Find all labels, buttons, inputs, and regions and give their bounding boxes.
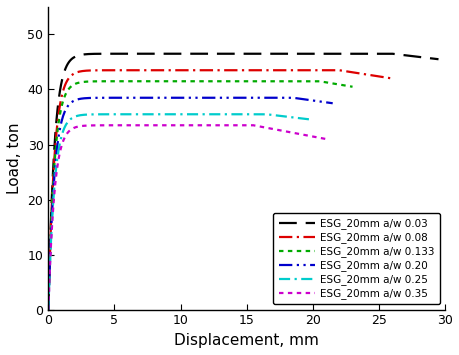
- ESG_20mm a/w 0.35: [45, 307, 51, 312]
- Line: ESG_20mm a/w 0.03: ESG_20mm a/w 0.03: [48, 54, 437, 310]
- ESG_20mm a/w 0.20: [316, 99, 322, 104]
- ESG_20mm a/w 0.08: [54, 124, 60, 128]
- ESG_20mm a/w 0.08: [64, 79, 69, 83]
- ESG_20mm a/w 0.133: [338, 83, 344, 87]
- ESG_20mm a/w 0.03: [56, 97, 62, 102]
- ESG_20mm a/w 0.25: [59, 132, 65, 136]
- Line: ESG_20mm a/w 0.25: ESG_20mm a/w 0.25: [48, 114, 312, 310]
- ESG_20mm a/w 0.25: [45, 307, 51, 312]
- ESG_20mm a/w 0.03: [420, 55, 425, 60]
- ESG_20mm a/w 0.25: [295, 116, 300, 120]
- ESG_20mm a/w 0.133: [45, 307, 51, 312]
- ESG_20mm a/w 0.133: [271, 79, 276, 83]
- ESG_20mm a/w 0.03: [270, 51, 276, 56]
- ESG_20mm a/w 0.133: [119, 79, 124, 83]
- ESG_20mm a/w 0.35: [58, 144, 64, 148]
- Line: ESG_20mm a/w 0.133: ESG_20mm a/w 0.133: [48, 81, 352, 310]
- ESG_20mm a/w 0.133: [349, 84, 354, 89]
- ESG_20mm a/w 0.08: [45, 307, 51, 312]
- ESG_20mm a/w 0.35: [262, 125, 267, 130]
- ESG_20mm a/w 0.20: [61, 111, 67, 116]
- ESG_20mm a/w 0.03: [183, 51, 189, 56]
- ESG_20mm a/w 0.20: [112, 95, 117, 100]
- ESG_20mm a/w 0.133: [63, 92, 68, 96]
- ESG_20mm a/w 0.25: [261, 112, 267, 116]
- ESG_20mm a/w 0.35: [323, 137, 328, 141]
- ESG_20mm a/w 0.08: [124, 68, 129, 72]
- ESG_20mm a/w 0.35: [101, 123, 106, 127]
- Line: ESG_20mm a/w 0.20: ESG_20mm a/w 0.20: [48, 98, 332, 310]
- Y-axis label: Load, ton: Load, ton: [7, 122, 22, 194]
- ESG_20mm a/w 0.03: [435, 57, 440, 61]
- ESG_20mm a/w 0.25: [133, 112, 139, 116]
- ESG_20mm a/w 0.20: [270, 95, 275, 100]
- ESG_20mm a/w 0.35: [299, 132, 305, 137]
- ESG_20mm a/w 0.20: [144, 95, 149, 100]
- ESG_20mm a/w 0.25: [309, 118, 315, 122]
- ESG_20mm a/w 0.25: [52, 178, 57, 182]
- ESG_20mm a/w 0.08: [271, 68, 276, 72]
- ESG_20mm a/w 0.20: [53, 158, 58, 162]
- ESG_20mm a/w 0.133: [321, 80, 327, 84]
- X-axis label: Displacement, mm: Displacement, mm: [174, 333, 319, 348]
- ESG_20mm a/w 0.03: [396, 53, 402, 57]
- ESG_20mm a/w 0.03: [139, 51, 144, 56]
- Legend: ESG_20mm a/w 0.03, ESG_20mm a/w 0.08, ESG_20mm a/w 0.133, ESG_20mm a/w 0.20, ESG: ESG_20mm a/w 0.03, ESG_20mm a/w 0.08, ES…: [273, 213, 439, 305]
- ESG_20mm a/w 0.133: [54, 138, 59, 142]
- Line: ESG_20mm a/w 0.35: ESG_20mm a/w 0.35: [48, 125, 325, 310]
- ESG_20mm a/w 0.25: [271, 113, 276, 117]
- ESG_20mm a/w 0.35: [250, 123, 256, 127]
- ESG_20mm a/w 0.08: [162, 68, 168, 72]
- ESG_20mm a/w 0.03: [45, 307, 51, 312]
- ESG_20mm a/w 0.20: [296, 97, 302, 101]
- ESG_20mm a/w 0.20: [329, 101, 335, 105]
- ESG_20mm a/w 0.25: [105, 112, 110, 116]
- Line: ESG_20mm a/w 0.08: ESG_20mm a/w 0.08: [48, 70, 392, 310]
- ESG_20mm a/w 0.133: [154, 79, 160, 83]
- ESG_20mm a/w 0.35: [128, 123, 133, 127]
- ESG_20mm a/w 0.20: [45, 307, 51, 312]
- ESG_20mm a/w 0.08: [371, 74, 377, 78]
- ESG_20mm a/w 0.08: [344, 70, 350, 74]
- ESG_20mm a/w 0.35: [52, 189, 57, 193]
- ESG_20mm a/w 0.08: [389, 76, 394, 81]
- ESG_20mm a/w 0.03: [67, 58, 73, 62]
